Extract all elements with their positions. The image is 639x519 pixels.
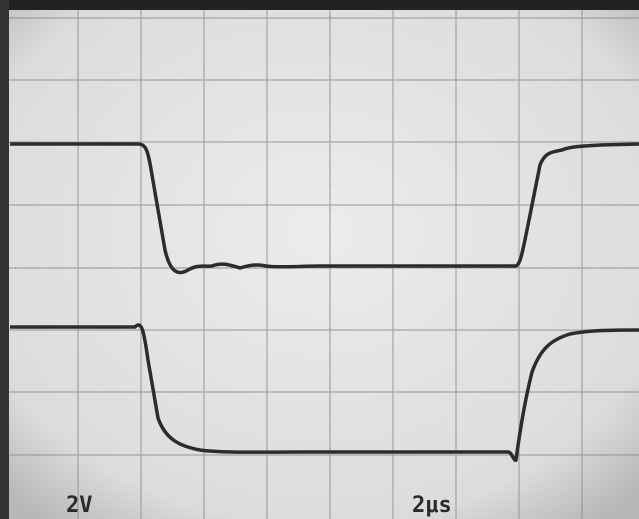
time-per-div: 2μs	[412, 493, 452, 518]
bezel-top	[0, 0, 639, 10]
page: 2V 2μs (() => { const data = JSON.parse(…	[0, 0, 639, 519]
screen-background	[0, 0, 639, 519]
volts-per-div: 2V	[66, 493, 93, 518]
bezel-left	[0, 0, 9, 519]
oscilloscope-screen: 2V 2μs	[0, 0, 639, 519]
